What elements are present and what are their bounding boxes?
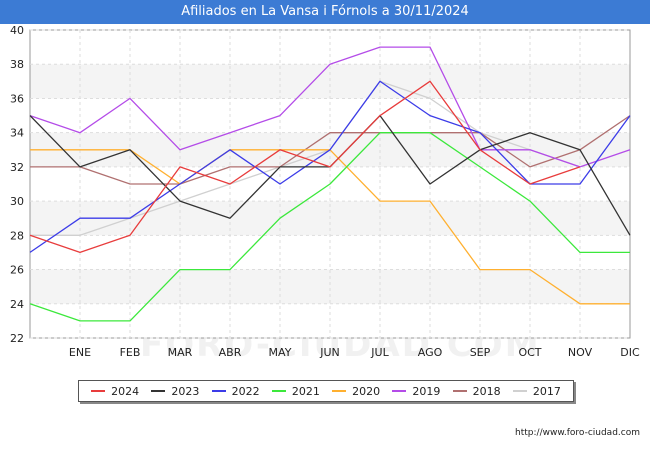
legend-swatch bbox=[452, 390, 467, 392]
series-line-2018 bbox=[30, 115, 631, 185]
legend-label: 2020 bbox=[352, 384, 381, 398]
series-line-2021 bbox=[29, 132, 630, 322]
legend-swatch bbox=[91, 390, 106, 392]
legend: 2024 2023 2022 2021 2020 2019 2018 2017 bbox=[78, 380, 574, 402]
legend-label: 2024 bbox=[111, 384, 140, 398]
series-line-2019 bbox=[29, 46, 631, 168]
legend-item-2020: 2020 bbox=[332, 385, 380, 398]
legend-item-2024: 2024 bbox=[91, 385, 139, 398]
y-tick-label: 22 bbox=[10, 332, 24, 345]
legend-item-2019: 2019 bbox=[392, 385, 440, 398]
legend-label: 2023 bbox=[171, 384, 200, 398]
chart-title: Afiliados en La Vansa i Fórnols a 30/11/… bbox=[0, 0, 650, 24]
x-tick-label: ENE bbox=[69, 346, 91, 359]
legend-label: 2019 bbox=[412, 384, 441, 398]
x-tick-label: OCT bbox=[518, 346, 541, 359]
x-tick-label: JUN bbox=[319, 346, 340, 359]
x-tick-label: DIC bbox=[620, 346, 640, 359]
legend-swatch bbox=[332, 390, 347, 392]
y-tick-label: 26 bbox=[10, 264, 24, 277]
legend-swatch bbox=[271, 390, 286, 392]
x-tick-label: SEP bbox=[470, 346, 491, 359]
y-tick-label: 38 bbox=[10, 58, 24, 71]
plot-band bbox=[30, 30, 630, 65]
series-line-2024 bbox=[29, 80, 581, 254]
x-tick-label: NOV bbox=[568, 346, 593, 359]
legend-swatch bbox=[211, 390, 226, 392]
plot-band bbox=[30, 269, 630, 304]
x-tick-label: MAR bbox=[168, 346, 193, 359]
legend-item-2023: 2023 bbox=[151, 385, 199, 398]
source-url: http://www.foro-ciudad.com bbox=[515, 428, 640, 438]
legend-item-2021: 2021 bbox=[271, 384, 320, 398]
legend-swatch bbox=[512, 390, 527, 392]
legend-swatch bbox=[392, 390, 407, 392]
y-tick-label: 24 bbox=[10, 298, 24, 311]
y-tick-label: 28 bbox=[10, 229, 24, 242]
legend-item-2018: 2018 bbox=[452, 384, 501, 398]
legend-label: 2021 bbox=[291, 384, 320, 398]
y-tick-label: 32 bbox=[10, 161, 24, 174]
y-tick-label: 30 bbox=[10, 195, 24, 208]
legend-label: 2017 bbox=[532, 384, 561, 398]
x-tick-label: JUL bbox=[370, 346, 389, 359]
y-tick-label: 40 bbox=[10, 24, 24, 37]
legend-item-2017: 2017 bbox=[512, 384, 561, 398]
x-tick-label: FEB bbox=[120, 346, 141, 359]
x-tick-label: ABR bbox=[219, 346, 242, 359]
plot-band bbox=[30, 64, 630, 99]
legend-item-2022: 2022 bbox=[211, 384, 260, 398]
x-tick-label: MAY bbox=[269, 346, 292, 359]
x-tick-label: AGO bbox=[418, 346, 443, 359]
legend-label: 2022 bbox=[231, 384, 260, 398]
y-tick-label: 36 bbox=[10, 92, 24, 105]
legend-label: 2018 bbox=[472, 384, 501, 398]
y-tick-label: 34 bbox=[10, 127, 24, 140]
legend-swatch bbox=[151, 390, 166, 392]
